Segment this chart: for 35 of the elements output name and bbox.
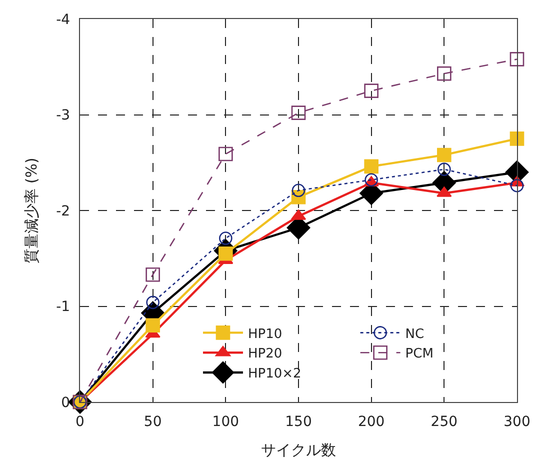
x-axis-title: サイクル数	[261, 440, 336, 459]
legend-label: HP10	[248, 326, 282, 342]
x-tick-label: 200	[358, 414, 385, 430]
point	[218, 146, 233, 162]
point	[219, 232, 232, 245]
y-tick-label: 0	[61, 394, 70, 411]
point	[364, 84, 378, 98]
point	[146, 296, 160, 310]
legend-label: HP10×2	[248, 366, 302, 382]
point	[364, 159, 378, 174]
legend-label: HP20	[248, 346, 282, 362]
x-tick-label: 250	[430, 414, 458, 430]
point	[364, 173, 378, 187]
point	[437, 148, 452, 162]
x-tick-label: 0	[76, 414, 84, 430]
y-tick-label: -1	[56, 299, 70, 316]
y-tick-label: -4	[56, 12, 70, 28]
point	[292, 184, 306, 198]
legend-label: PCM	[405, 346, 434, 362]
y-tick-label: -3	[56, 108, 70, 124]
x-tick-label: 150	[285, 414, 312, 430]
point	[146, 318, 160, 333]
point	[438, 162, 451, 176]
point	[510, 132, 524, 146]
point	[510, 178, 524, 192]
x-tick-label: 100	[212, 414, 240, 430]
x-tick-label: 50	[144, 414, 162, 430]
x-tick-label: 300	[504, 414, 530, 430]
point	[146, 268, 160, 282]
point	[291, 106, 306, 120]
y-axis-title: 質量減少率 (%)	[22, 158, 40, 264]
y-tick-label: -2	[56, 203, 70, 220]
point	[510, 52, 524, 66]
point	[437, 66, 452, 81]
legend-label: NC	[405, 326, 424, 342]
